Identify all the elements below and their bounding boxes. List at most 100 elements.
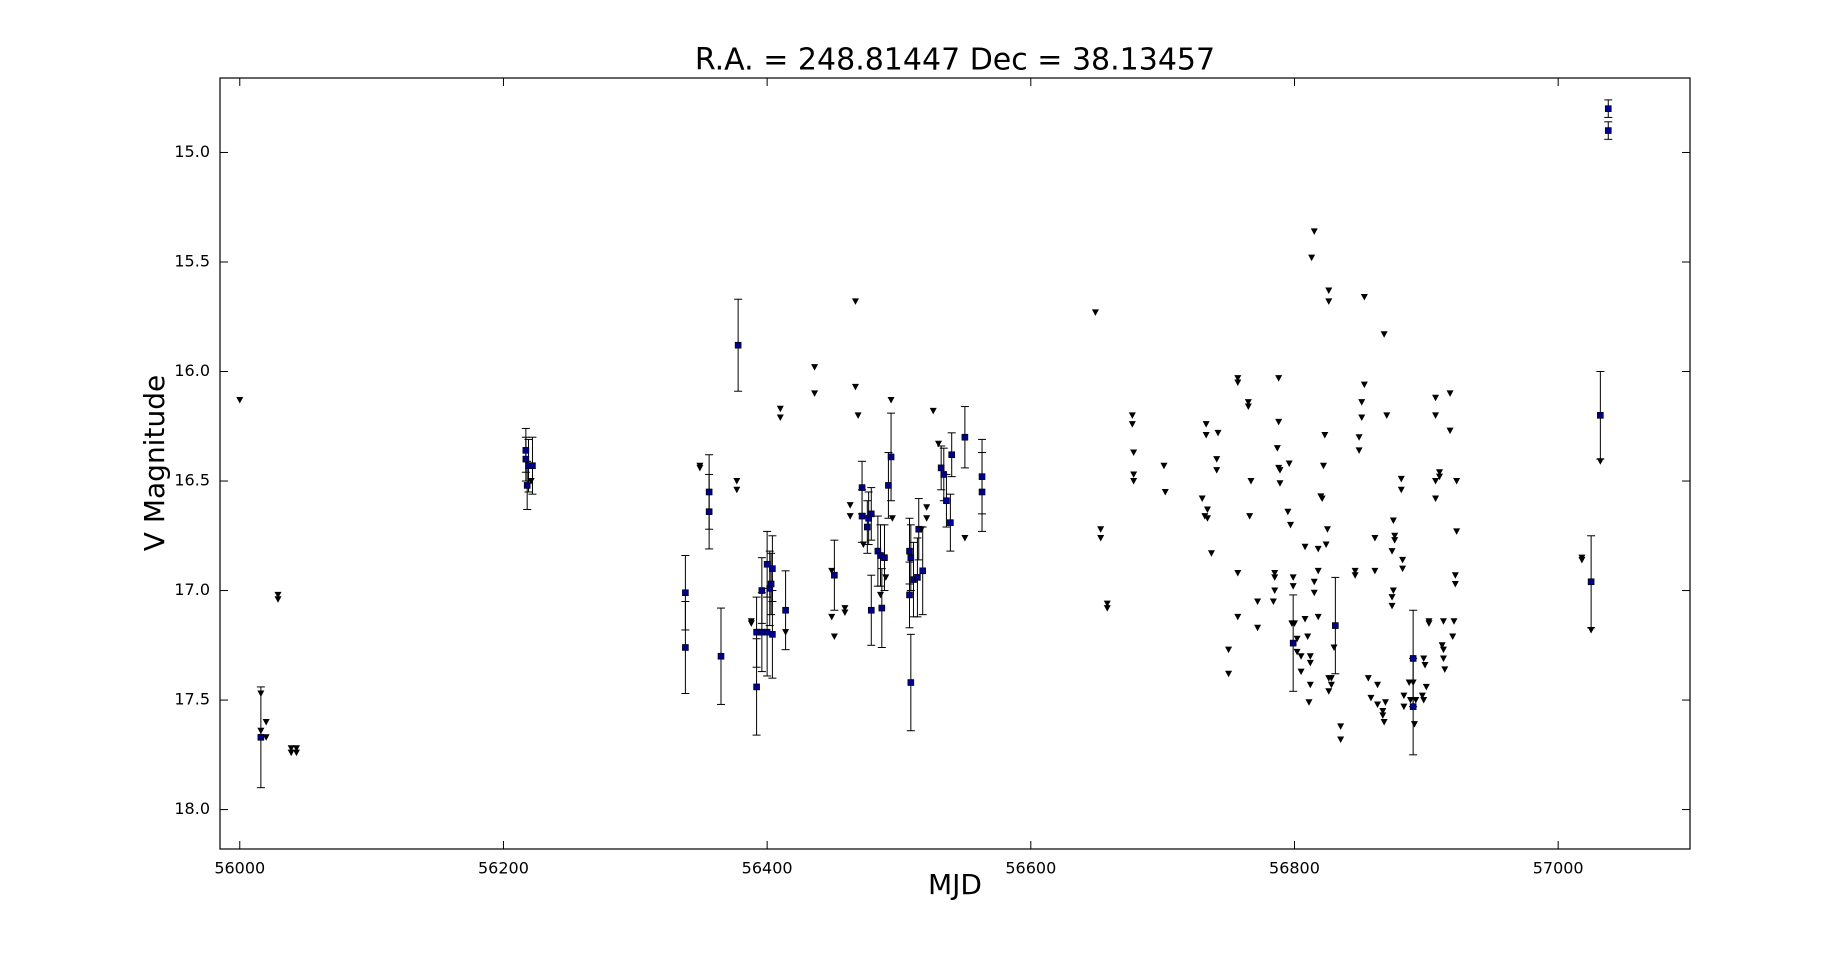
upper-limit: [1432, 394, 1440, 402]
upper-limit: [257, 727, 265, 735]
upper-limit: [1364, 675, 1372, 682]
upper-limit: [1450, 618, 1458, 625]
upper-limit: [696, 464, 704, 472]
upper-limit: [1425, 620, 1433, 627]
x-tick-label: 56800: [1269, 859, 1320, 878]
upper-limit: [1275, 418, 1283, 426]
upper-limit: [1271, 570, 1279, 577]
upper-limit: [877, 591, 885, 599]
upper-limit: [1128, 421, 1136, 428]
y-tick-label: 16.0: [174, 361, 210, 380]
upper-limit: [1160, 462, 1168, 470]
upper-limit: [1388, 594, 1396, 601]
upper-limit: [1297, 653, 1305, 660]
upper-limit: [1213, 456, 1221, 463]
upper-limit: [854, 412, 862, 419]
upper-limit: [1225, 670, 1233, 678]
data-point: [906, 591, 913, 599]
upper-limit: [1203, 515, 1211, 522]
data-point: [940, 471, 948, 478]
upper-limit: [1453, 478, 1461, 485]
upper-limit: [1391, 532, 1399, 540]
upper-limit: [1287, 521, 1295, 529]
data-point: [257, 733, 265, 741]
upper-limit: [1400, 703, 1408, 711]
upper-limit: [1213, 467, 1221, 474]
upper-limit: [961, 534, 969, 542]
upper-limit: [1380, 718, 1388, 726]
upper-limit: [1244, 399, 1252, 406]
upper-limit: [1439, 646, 1447, 654]
upper-limit: [274, 591, 282, 599]
upper-limit: [1130, 449, 1138, 457]
upper-limit: [1130, 478, 1138, 485]
data-point: [682, 589, 689, 597]
data-point: [878, 604, 886, 612]
upper-limit: [1380, 331, 1388, 338]
upper-limit: [1202, 432, 1210, 439]
upper-limit: [1407, 697, 1415, 704]
upper-limit: [1371, 534, 1379, 542]
upper-limit: [1596, 458, 1604, 465]
upper-limit: [1247, 478, 1255, 485]
upper-limit: [1276, 467, 1284, 474]
upper-limit: [1128, 412, 1136, 419]
upper-limit: [1234, 379, 1242, 386]
upper-limit: [1381, 699, 1389, 706]
upper-limit: [274, 596, 282, 603]
upper-limit: [1389, 517, 1397, 524]
upper-limit: [1351, 567, 1359, 575]
upper-limit: [917, 526, 925, 533]
y-axis-label: V Magnitude: [138, 375, 171, 551]
upper-limit: [1327, 675, 1335, 682]
data-point: [937, 464, 945, 472]
upper-limit: [236, 396, 244, 404]
upper-limit: [1225, 646, 1233, 654]
upper-limit: [1391, 537, 1399, 544]
upper-limit: [1198, 495, 1206, 503]
upper-limit: [846, 513, 854, 520]
upper-limit: [1446, 427, 1454, 435]
upper-limit: [1371, 567, 1379, 575]
data-point: [717, 652, 725, 660]
data-point: [782, 606, 789, 614]
upper-limit: [1449, 633, 1457, 641]
data-point: [522, 455, 530, 463]
upper-limit: [1439, 655, 1447, 662]
upper-limit: [1254, 598, 1262, 605]
data-point: [907, 679, 915, 686]
upper-limit: [1202, 421, 1210, 428]
upper-limit: [1276, 480, 1284, 487]
upper-limit: [1410, 721, 1418, 728]
data-point: [948, 451, 956, 459]
x-tick-label: 56400: [742, 859, 793, 878]
upper-limit: [1289, 574, 1297, 581]
upper-limit: [1289, 583, 1297, 590]
upper-limit: [1446, 390, 1454, 397]
upper-limit: [1374, 701, 1382, 708]
upper-limit: [1383, 412, 1391, 419]
upper-limit: [1358, 399, 1366, 406]
upper-limit: [888, 515, 896, 522]
upper-limit: [1314, 613, 1322, 621]
upper-limit: [1420, 655, 1428, 662]
x-tick-label: 56000: [214, 859, 265, 878]
upper-limit: [1360, 381, 1368, 389]
upper-limit: [1451, 572, 1459, 579]
data-point: [881, 554, 888, 561]
upper-limit: [935, 440, 943, 448]
upper-limit: [1306, 659, 1314, 667]
upper-limit: [851, 383, 859, 391]
y-tick-label: 15.0: [174, 142, 210, 161]
upper-limit: [841, 609, 849, 616]
data-point: [887, 453, 895, 461]
upper-limit: [811, 364, 819, 371]
data-point: [705, 508, 713, 515]
data-point: [919, 567, 926, 575]
data-point: [734, 341, 742, 349]
upper-limit: [1271, 574, 1279, 581]
data-point: [885, 482, 892, 489]
upper-limit: [1322, 541, 1330, 549]
